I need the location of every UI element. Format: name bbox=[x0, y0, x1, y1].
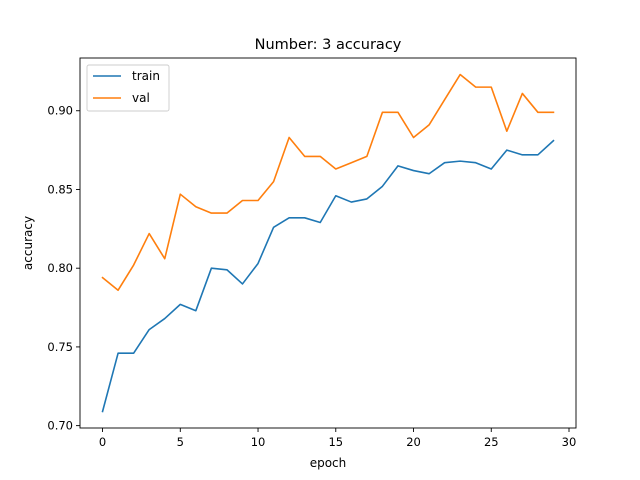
x-axis-ticks: 0 5 10 15 20 25 30 bbox=[99, 428, 576, 449]
legend: train val bbox=[86, 64, 170, 112]
legend-label-train: train bbox=[132, 69, 160, 83]
y-tick-label: 0.70 bbox=[47, 419, 73, 433]
y-tick-label: 0.85 bbox=[47, 182, 73, 196]
x-axis-label: epoch bbox=[310, 456, 347, 470]
y-tick-label: 0.75 bbox=[47, 340, 73, 354]
series-line-val bbox=[101, 73, 555, 292]
y-tick-label: 0.90 bbox=[47, 104, 73, 118]
x-tick-label: 0 bbox=[99, 435, 106, 449]
x-tick-label: 25 bbox=[484, 435, 499, 449]
x-tick-label: 15 bbox=[328, 435, 343, 449]
x-tick-label: 20 bbox=[406, 435, 421, 449]
legend-label-val: val bbox=[132, 91, 150, 105]
y-tick-label: 0.80 bbox=[47, 261, 73, 275]
y-axis-label: accuracy bbox=[21, 216, 35, 270]
plot-area-frame bbox=[79, 57, 577, 429]
series-lines bbox=[101, 73, 555, 413]
series-line-train bbox=[101, 139, 555, 413]
x-tick-label: 5 bbox=[177, 435, 184, 449]
y-axis-ticks: 0.70 0.75 0.80 0.85 0.90 bbox=[47, 104, 80, 433]
x-tick-label: 30 bbox=[562, 435, 577, 449]
x-tick-label: 10 bbox=[251, 435, 266, 449]
chart-title: Number: 3 accuracy bbox=[255, 37, 402, 53]
